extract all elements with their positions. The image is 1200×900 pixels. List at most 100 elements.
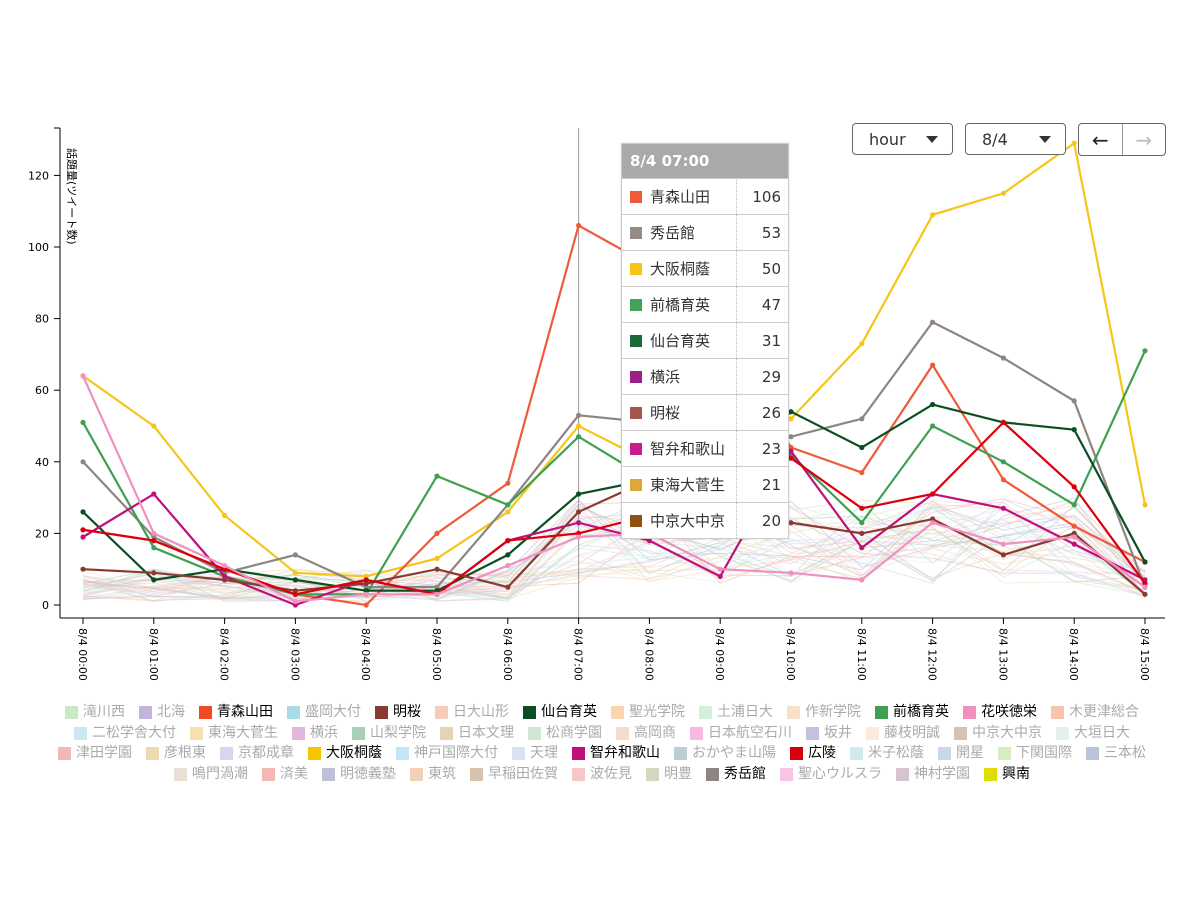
data-point[interactable] <box>788 520 794 526</box>
data-point[interactable] <box>1000 552 1007 558</box>
data-point[interactable] <box>930 319 936 325</box>
data-point[interactable] <box>80 419 86 425</box>
legend-item[interactable]: 東海大菅生 <box>190 723 278 744</box>
data-point[interactable] <box>505 509 511 515</box>
legend-item[interactable]: 彦根東 <box>146 743 206 764</box>
legend-item[interactable]: おかやま山陽 <box>674 743 776 764</box>
data-point[interactable] <box>505 480 511 486</box>
data-point[interactable] <box>788 434 794 440</box>
legend-item[interactable]: 北海 <box>139 702 185 723</box>
legend-item[interactable]: 木更津総合 <box>1051 702 1139 723</box>
data-point[interactable] <box>222 563 228 569</box>
data-point[interactable] <box>859 416 865 422</box>
data-point[interactable] <box>930 520 936 526</box>
legend-item[interactable]: 済美 <box>262 764 308 785</box>
data-point[interactable] <box>1071 484 1077 490</box>
legend-item[interactable]: 前橋育英 <box>875 702 949 723</box>
data-point[interactable] <box>576 534 582 540</box>
data-point[interactable] <box>859 341 865 347</box>
legend-item[interactable]: 智弁和歌山 <box>572 743 660 764</box>
data-point[interactable] <box>434 566 440 572</box>
data-point[interactable] <box>1000 190 1007 196</box>
data-point[interactable] <box>788 570 794 576</box>
legend-item[interactable]: 開星 <box>938 743 984 764</box>
data-point[interactable] <box>1071 398 1077 404</box>
data-point[interactable] <box>434 555 440 562</box>
legend-item[interactable]: 神戸国際大付 <box>396 743 498 764</box>
data-point[interactable] <box>1071 427 1077 433</box>
time-unit-select[interactable]: hour <box>852 123 953 155</box>
data-point[interactable] <box>363 588 369 594</box>
data-point[interactable] <box>1071 523 1077 529</box>
data-point[interactable] <box>434 591 440 597</box>
prev-arrow-button[interactable]: ← <box>1091 127 1109 152</box>
data-point[interactable] <box>363 584 369 590</box>
legend-item[interactable]: 鳴門渦潮 <box>174 764 248 785</box>
data-point[interactable] <box>859 520 865 526</box>
legend-item[interactable]: 広陵 <box>790 743 836 764</box>
legend-item[interactable]: 松商学園 <box>528 723 602 744</box>
legend-item[interactable]: 日大山形 <box>435 702 509 723</box>
legend-item[interactable]: 盛岡大付 <box>287 702 361 723</box>
data-point[interactable] <box>505 538 511 544</box>
data-point[interactable] <box>363 602 369 608</box>
data-point[interactable] <box>505 502 511 508</box>
data-point[interactable] <box>717 573 723 580</box>
data-point[interactable] <box>151 570 157 576</box>
data-point[interactable] <box>859 444 865 451</box>
data-point[interactable] <box>1142 580 1148 587</box>
data-point[interactable] <box>434 584 440 590</box>
data-point[interactable] <box>80 527 86 533</box>
data-point[interactable] <box>292 577 298 583</box>
legend-item[interactable]: 滝川西 <box>65 702 125 723</box>
data-point[interactable] <box>1142 591 1148 597</box>
data-point[interactable] <box>505 552 511 558</box>
legend-item[interactable]: 波佐見 <box>572 764 632 785</box>
data-point[interactable] <box>222 512 228 519</box>
data-point[interactable] <box>80 534 86 540</box>
data-point[interactable] <box>1000 505 1007 511</box>
data-point[interactable] <box>1071 530 1077 537</box>
data-point[interactable] <box>151 577 157 583</box>
data-point[interactable] <box>292 570 298 576</box>
data-point[interactable] <box>576 222 582 229</box>
data-point[interactable] <box>1071 140 1077 146</box>
data-point[interactable] <box>363 577 369 583</box>
data-point[interactable] <box>505 563 511 569</box>
data-point[interactable] <box>1142 502 1148 508</box>
legend-item[interactable]: 神村学園 <box>896 764 970 785</box>
data-point[interactable] <box>1142 559 1148 565</box>
data-point[interactable] <box>363 591 369 597</box>
data-point[interactable] <box>292 591 298 597</box>
data-point[interactable] <box>292 552 298 558</box>
legend-item[interactable]: 中京大中京 <box>954 723 1042 744</box>
data-point[interactable] <box>80 509 86 515</box>
data-point[interactable] <box>930 362 936 368</box>
data-point[interactable] <box>576 491 582 497</box>
data-point[interactable] <box>930 212 936 218</box>
legend-item[interactable]: 早稲田佐賀 <box>470 764 558 785</box>
date-select[interactable]: 8/4 <box>965 123 1066 155</box>
data-point[interactable] <box>859 545 865 551</box>
data-point[interactable] <box>576 530 582 537</box>
data-point[interactable] <box>576 412 582 418</box>
data-point[interactable] <box>505 584 511 590</box>
data-point[interactable] <box>363 580 369 587</box>
data-point[interactable] <box>788 416 794 422</box>
legend-item[interactable]: 三本松 <box>1086 743 1146 764</box>
data-point[interactable] <box>434 473 440 479</box>
legend-item[interactable]: 津田学園 <box>58 743 132 764</box>
legend-item[interactable]: 大阪桐蔭 <box>308 743 382 764</box>
data-point[interactable] <box>576 434 582 440</box>
data-point[interactable] <box>859 469 865 476</box>
data-point[interactable] <box>788 448 794 454</box>
data-point[interactable] <box>80 459 86 465</box>
data-point[interactable] <box>1071 541 1077 547</box>
legend-item[interactable]: 米子松蔭 <box>850 743 924 764</box>
data-point[interactable] <box>930 516 936 522</box>
data-point[interactable] <box>222 577 228 583</box>
data-point[interactable] <box>930 491 936 497</box>
data-point[interactable] <box>859 577 865 583</box>
legend-item[interactable]: 山梨学院 <box>352 723 426 744</box>
next-arrow-button[interactable]: → <box>1121 124 1166 155</box>
